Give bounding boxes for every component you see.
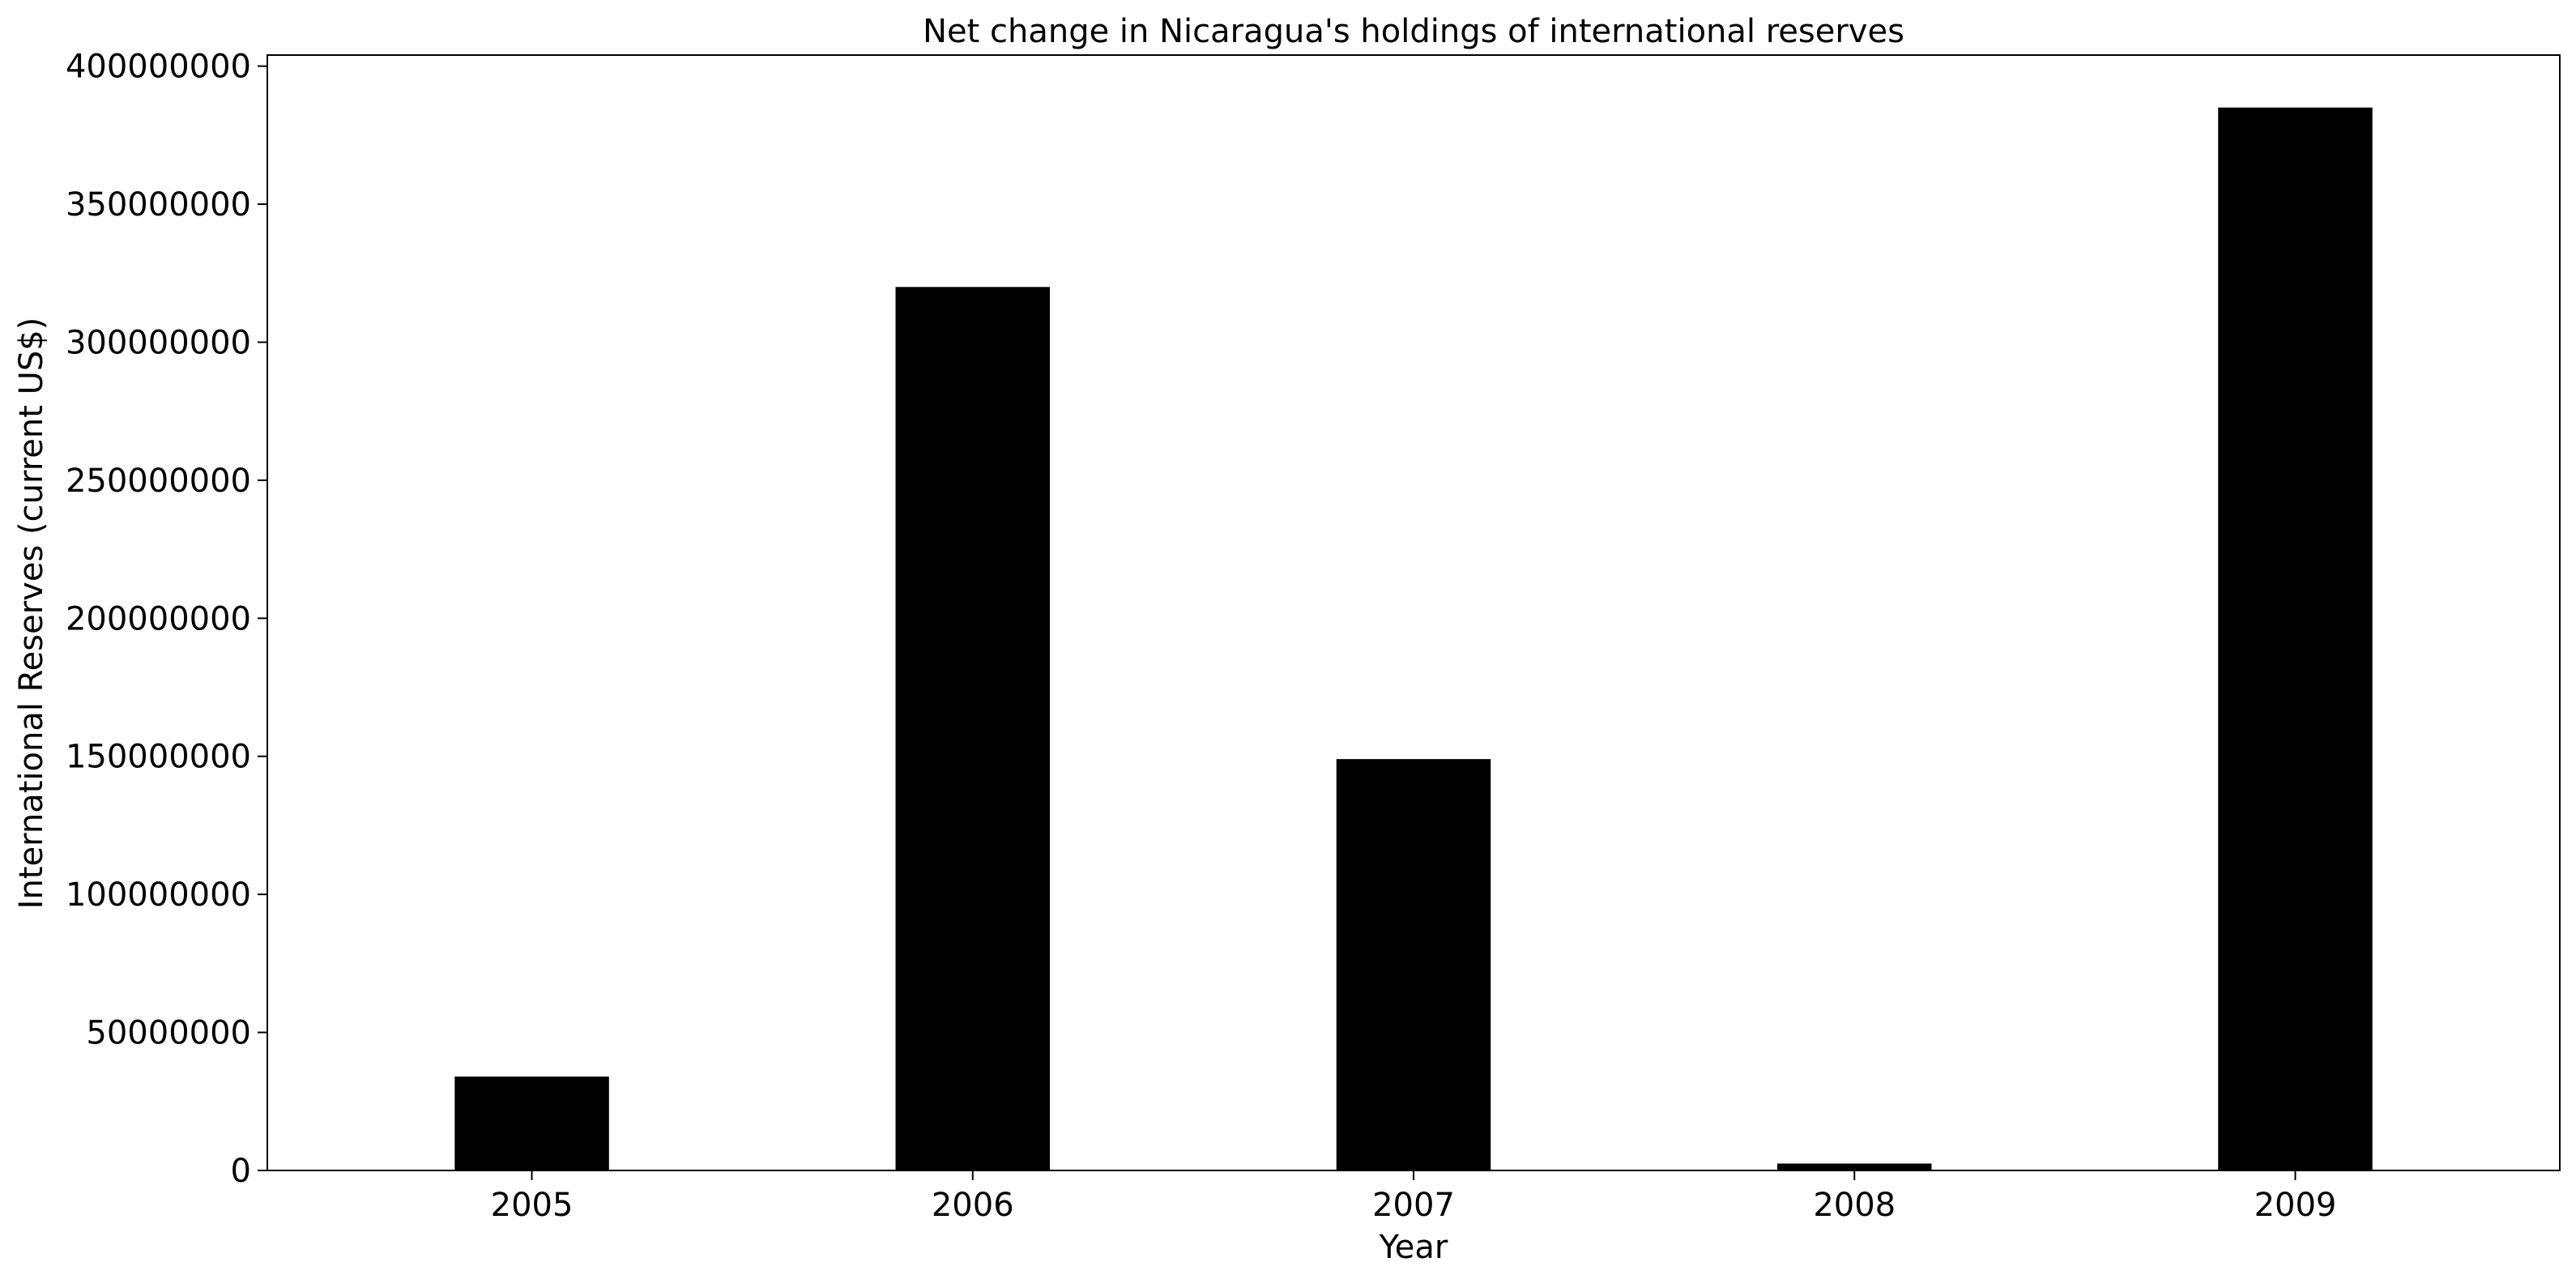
bar-2007 bbox=[1336, 759, 1491, 1170]
x-tick-label: 2005 bbox=[491, 1187, 574, 1224]
x-tick-label: 2007 bbox=[1372, 1187, 1455, 1224]
chart-title: Net change in Nicaragua's holdings of in… bbox=[923, 13, 1904, 50]
bar-2006 bbox=[895, 287, 1051, 1171]
y-tick-label: 350000000 bbox=[66, 186, 251, 224]
plot-area bbox=[267, 54, 2561, 1171]
y-axis: 0 50000000 100000000 150000000 200000000 2500… bbox=[66, 49, 267, 1190]
y-tick-label: 0 bbox=[231, 1153, 251, 1190]
y-tick-label: 100000000 bbox=[66, 876, 251, 914]
y-tick-label: 300000000 bbox=[66, 324, 251, 361]
y-tick-label: 400000000 bbox=[66, 49, 251, 86]
x-tick-label: 2006 bbox=[932, 1187, 1014, 1224]
y-tick-label: 150000000 bbox=[66, 739, 251, 776]
x-tick-label: 2009 bbox=[2254, 1187, 2337, 1224]
bar-2009 bbox=[2218, 107, 2373, 1171]
x-tick-label: 2008 bbox=[1813, 1187, 1896, 1224]
y-tick-label: 200000000 bbox=[66, 600, 251, 637]
y-axis-label: International Reserves (current US$) bbox=[13, 318, 50, 910]
bars bbox=[454, 107, 2373, 1171]
bar-2008 bbox=[1776, 1163, 1932, 1170]
x-axis: 2005 2006 2007 2008 2009 bbox=[491, 1170, 2337, 1224]
bar-2005 bbox=[454, 1076, 609, 1170]
y-tick-label: 250000000 bbox=[66, 463, 251, 500]
y-tick-label: 50000000 bbox=[86, 1015, 251, 1052]
x-axis-label: Year bbox=[1379, 1229, 1448, 1266]
